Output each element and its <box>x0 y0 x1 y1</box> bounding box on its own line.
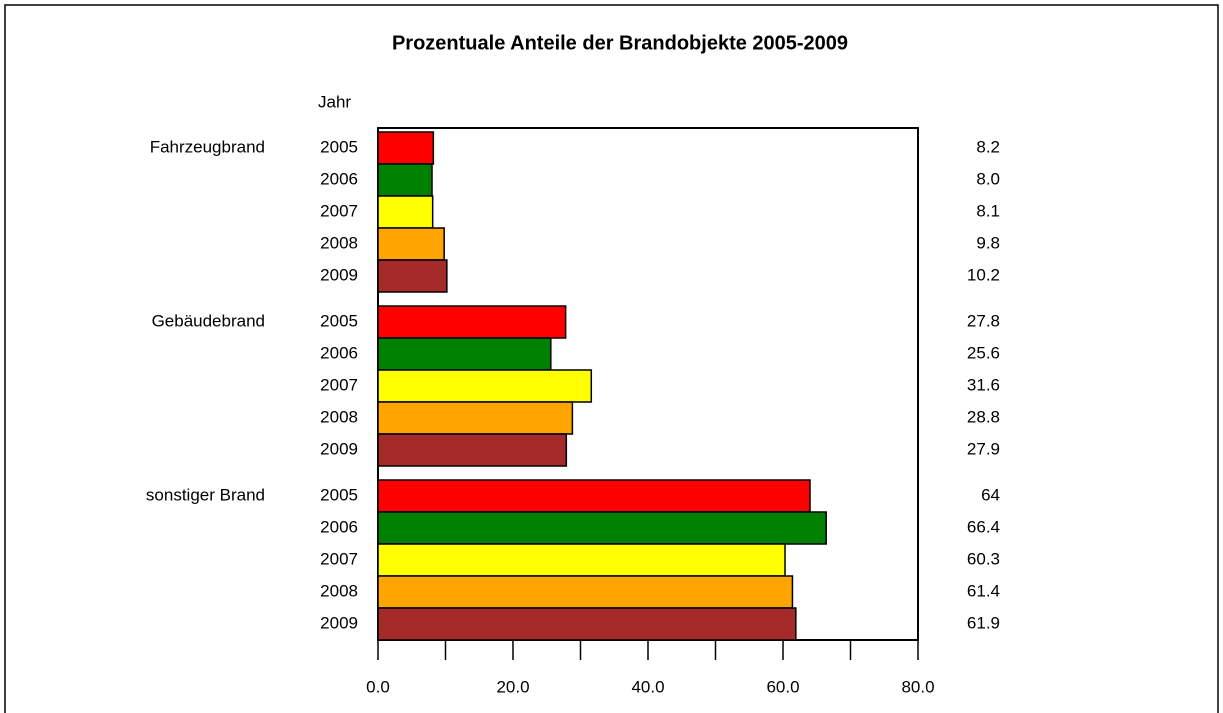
year-label: 2006 <box>320 169 358 188</box>
bar <box>377 401 574 435</box>
bar <box>377 543 786 577</box>
bar <box>377 607 797 641</box>
bar <box>377 575 794 609</box>
x-tick-label: 60.0 <box>766 677 799 696</box>
value-label: 60.3 <box>967 549 1000 568</box>
year-label: 2006 <box>320 517 358 536</box>
value-label: 27.9 <box>967 439 1000 458</box>
value-label: 66.4 <box>967 517 1000 536</box>
bar <box>377 369 593 403</box>
row-header: Jahr <box>318 92 351 111</box>
value-label: 9.8 <box>976 233 1000 252</box>
year-label: 2007 <box>320 201 358 220</box>
category-label: Fahrzeugbrand <box>150 137 265 156</box>
value-label: 8.1 <box>976 201 1000 220</box>
value-label: 61.4 <box>967 581 1000 600</box>
value-label: 61.9 <box>967 613 1000 632</box>
bar <box>377 305 567 339</box>
value-label: 10.2 <box>967 265 1000 284</box>
bar <box>377 259 448 293</box>
category-label: Gebäudebrand <box>152 311 265 330</box>
x-tick-label: 80.0 <box>901 677 934 696</box>
value-label: 8.0 <box>976 169 1000 188</box>
value-label: 8.2 <box>976 137 1000 156</box>
value-label: 27.8 <box>967 311 1000 330</box>
bar <box>377 433 568 467</box>
year-label: 2008 <box>320 233 358 252</box>
bar <box>377 195 434 229</box>
x-tick-label: 40.0 <box>631 677 664 696</box>
year-label: 2008 <box>320 407 358 426</box>
year-label: 2009 <box>320 439 358 458</box>
bar <box>377 337 552 371</box>
bar <box>377 479 811 513</box>
frame <box>4 4 1219 713</box>
x-tick-label: 20.0 <box>496 677 529 696</box>
value-label: 25.6 <box>967 343 1000 362</box>
bar <box>377 131 435 165</box>
year-label: 2005 <box>320 137 358 156</box>
bar <box>377 227 445 261</box>
year-label: 2005 <box>320 485 358 504</box>
year-label: 2009 <box>320 613 358 632</box>
year-label: 2008 <box>320 581 358 600</box>
year-label: 2009 <box>320 265 358 284</box>
value-label: 28.8 <box>967 407 1000 426</box>
year-label: 2007 <box>320 549 358 568</box>
chart-title: Prozentuale Anteile der Brandobjekte 200… <box>392 32 848 54</box>
year-label: 2007 <box>320 375 358 394</box>
value-label: 64 <box>981 485 1000 504</box>
year-label: 2006 <box>320 343 358 362</box>
value-label: 31.6 <box>967 375 1000 394</box>
bar <box>377 511 827 545</box>
x-tick-label: 0.0 <box>366 677 390 696</box>
bar <box>377 163 433 197</box>
category-label: sonstiger Brand <box>146 485 265 504</box>
year-label: 2005 <box>320 311 358 330</box>
